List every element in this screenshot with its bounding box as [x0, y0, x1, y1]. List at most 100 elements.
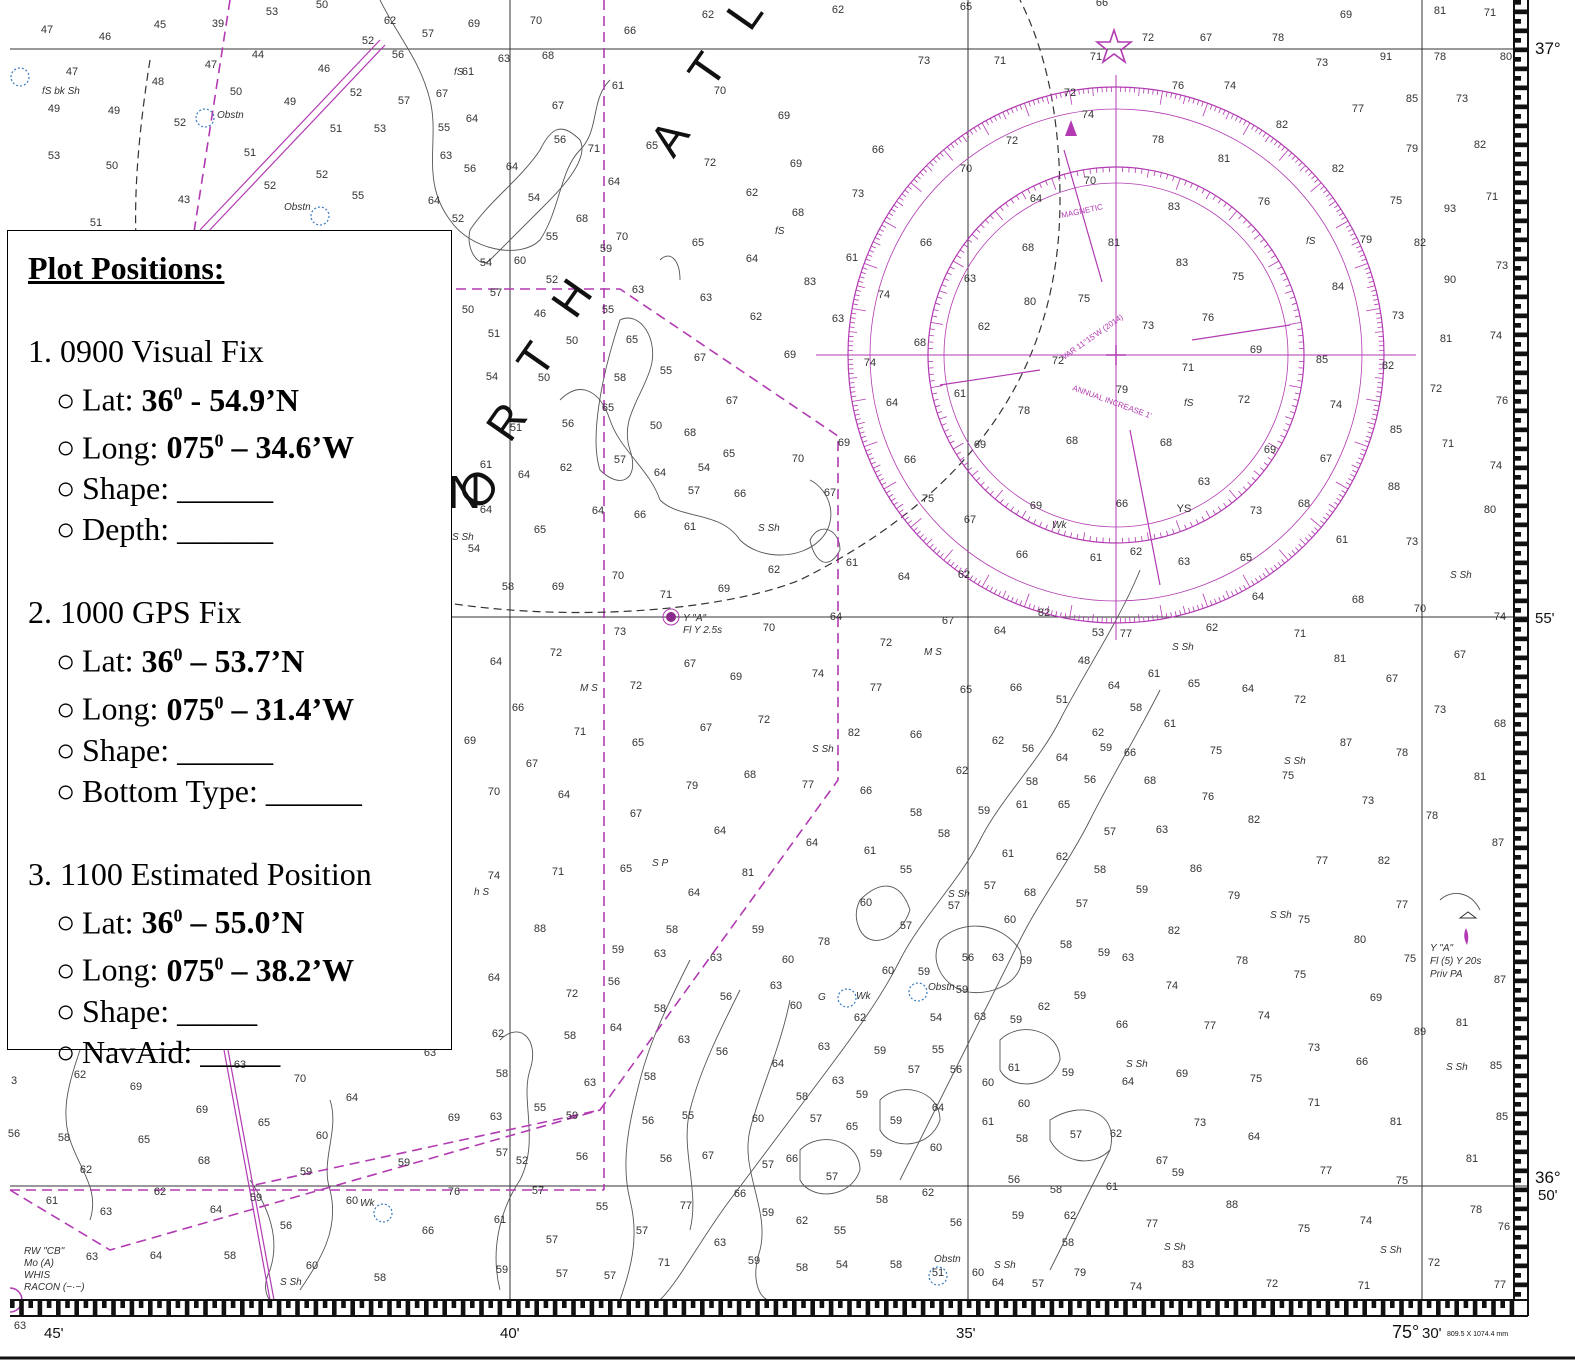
item-3-shape[interactable]: ○ Shape: _____: [56, 991, 431, 1032]
sounding: 72: [704, 157, 716, 169]
sounding: 63: [86, 1251, 98, 1263]
sounding: 73: [1496, 260, 1508, 272]
panel-title: Plot Positions:: [28, 250, 225, 286]
rose-tick: [998, 591, 1002, 597]
rose-tick: [954, 564, 959, 570]
sounding: 65: [1058, 799, 1070, 811]
sounding: 88: [1388, 481, 1400, 493]
rose-tick: [1223, 502, 1227, 508]
sounding: 73: [1308, 1042, 1320, 1054]
sounding: 63: [964, 273, 976, 285]
rose-tick: [1357, 457, 1363, 461]
scale-tick: [148, 1300, 153, 1316]
rose-tick: [1341, 490, 1346, 494]
sounding: 67: [1200, 32, 1212, 44]
scale-tick: [1514, 0, 1521, 5]
item-1-depth[interactable]: ○ Depth: ______: [56, 509, 431, 550]
sounding: 77: [1352, 103, 1364, 115]
rose-tick: [852, 398, 866, 402]
rose-tick: [855, 289, 861, 292]
buoy-ya-2[interactable]: Y "A" Fl (5) Y 20s Priv PA: [1430, 911, 1481, 980]
scale-tick: [1068, 1300, 1073, 1316]
rose-tick: [855, 418, 861, 421]
scale-tick: [1426, 1300, 1432, 1308]
scale-tick: [764, 1300, 769, 1308]
sounding: 61: [982, 1116, 994, 1128]
item-1-shape[interactable]: ○ Shape: ______: [56, 468, 431, 509]
buoy-ya-1[interactable]: Y "A" Fl Y 2.5s: [662, 608, 722, 636]
rose-tick: [967, 238, 973, 243]
sounding: 61: [1008, 1062, 1020, 1074]
navaid-blank: NavAid: _____: [82, 1033, 281, 1070]
scale-tick: [1514, 1263, 1528, 1269]
rose-tick: [852, 404, 858, 407]
rose-tick: [1377, 326, 1383, 328]
sounding: 70: [714, 85, 726, 97]
rose-tick: [1228, 206, 1233, 212]
scale-tick: [1514, 408, 1528, 414]
sounding: 46: [534, 308, 546, 320]
sounding: 57: [604, 1270, 616, 1282]
scale-tick: [1514, 988, 1521, 993]
sounding: 69: [1370, 992, 1382, 1004]
scale-tick: [1514, 370, 1528, 376]
bullet: ○: [56, 470, 76, 507]
sounding: 72: [1142, 32, 1154, 44]
rose-tick: [1351, 464, 1360, 469]
rose-tick: [1283, 278, 1288, 281]
sounding: 54: [468, 543, 480, 555]
sounding: 60: [860, 897, 872, 909]
item-2-bottom-type[interactable]: ○ Bottom Type: ______: [56, 771, 431, 812]
rose-tick: [904, 516, 909, 521]
scale-tick: [1514, 912, 1521, 917]
rose-tick: [1338, 494, 1344, 498]
rose-tick: [1230, 113, 1234, 119]
scale-tick: [1514, 171, 1521, 176]
rose-tick: [1277, 266, 1283, 270]
item-3-navaid[interactable]: ○ NavAid: _____: [56, 1032, 431, 1073]
rose-tick: [1027, 516, 1031, 522]
sounding: 81: [1334, 653, 1346, 665]
item-2-shape[interactable]: ○ Shape: ______: [56, 730, 431, 771]
sounding: 56: [1022, 743, 1034, 755]
rose-tick: [1311, 175, 1316, 180]
scale-tick: [1514, 1102, 1521, 1107]
sounding: 63: [832, 313, 844, 325]
sounding: 70: [763, 622, 775, 634]
rose-tick: [865, 258, 871, 262]
sounding: 67: [1454, 649, 1466, 661]
letter-a: A: [639, 110, 699, 165]
scale-tick: [939, 1300, 944, 1316]
rose-tick: [881, 482, 887, 486]
rose-tick: [1209, 104, 1213, 110]
rose-tick: [959, 457, 965, 461]
scale-tick: [1514, 304, 1521, 309]
sounding: 58: [910, 807, 922, 819]
ms-label-2: M S: [580, 683, 598, 694]
sounding: 59: [956, 984, 968, 996]
scale-tick: [976, 1300, 981, 1316]
sounding: 75: [1078, 293, 1090, 305]
rose-tick: [1253, 470, 1261, 477]
rose-tick: [1285, 423, 1291, 426]
sounding: 63: [1122, 952, 1134, 964]
scale-tick: [893, 1300, 898, 1308]
scale-tick: [1514, 1235, 1521, 1240]
sounding: 86: [1190, 863, 1202, 875]
sounding: 73: [1316, 57, 1328, 69]
sounding: 59: [1098, 947, 1110, 959]
rose-tick: [1356, 245, 1361, 249]
sounding: 67: [1320, 453, 1332, 465]
sounding: 71: [1182, 362, 1194, 374]
sounding: 61: [494, 1214, 506, 1226]
sounding: 57: [636, 1225, 648, 1237]
bullet: ○: [56, 951, 76, 988]
rose-tick: [985, 486, 990, 491]
scale-tick: [1514, 361, 1521, 366]
sounding: 63: [100, 1206, 112, 1218]
ssh-label-6: S Sh: [1270, 910, 1292, 921]
scale-tick: [1316, 1300, 1321, 1308]
lat-label: Lat:: [82, 642, 142, 679]
rose-tick: [864, 441, 878, 448]
scale-tick: [1031, 1300, 1036, 1316]
